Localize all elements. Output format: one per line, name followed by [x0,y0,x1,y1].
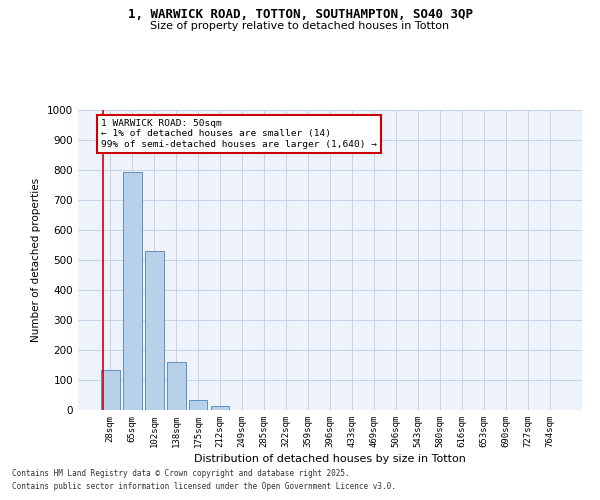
Bar [189,400,208,410]
Y-axis label: Number of detached properties: Number of detached properties [31,178,41,342]
Bar [167,362,185,410]
Text: 1, WARWICK ROAD, TOTTON, SOUTHAMPTON, SO40 3QP: 1, WARWICK ROAD, TOTTON, SOUTHAMPTON, SO… [128,8,473,20]
Bar [145,251,164,410]
X-axis label: Distribution of detached houses by size in Totton: Distribution of detached houses by size … [194,454,466,464]
Text: 1 WARWICK ROAD: 50sqm
← 1% of detached houses are smaller (14)
99% of semi-detac: 1 WARWICK ROAD: 50sqm ← 1% of detached h… [101,119,377,149]
Bar [211,406,229,410]
Bar [123,172,142,410]
Text: Size of property relative to detached houses in Totton: Size of property relative to detached ho… [151,21,449,31]
Text: Contains public sector information licensed under the Open Government Licence v3: Contains public sector information licen… [12,482,396,491]
Bar [101,370,119,410]
Text: Contains HM Land Registry data © Crown copyright and database right 2025.: Contains HM Land Registry data © Crown c… [12,468,350,477]
